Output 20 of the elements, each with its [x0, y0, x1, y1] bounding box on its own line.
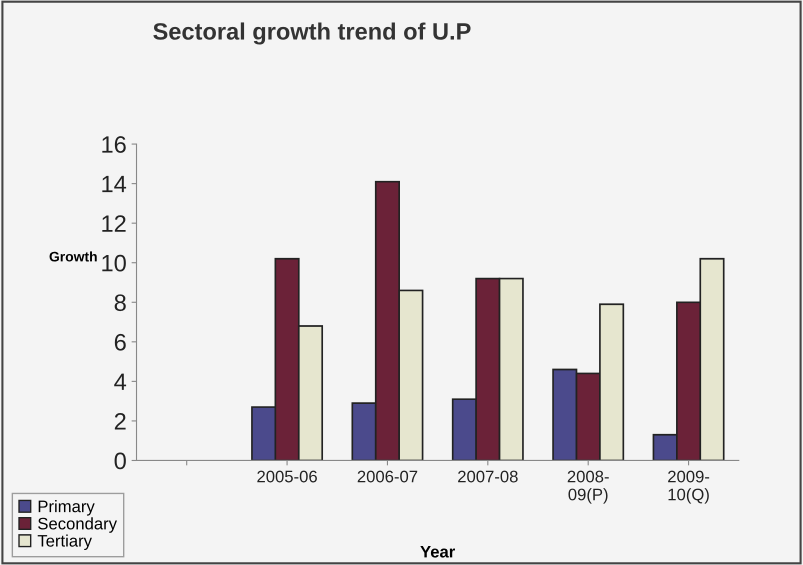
y-tick-label: 0	[114, 452, 126, 470]
legend-label: Primary	[38, 500, 95, 516]
legend-label: Tertiary	[38, 534, 92, 550]
x-tick-label: 2007-08	[458, 470, 518, 482]
y-tick-label: 2	[114, 412, 126, 430]
y-tick-label: 8	[114, 294, 126, 312]
y-tick-label: 16	[102, 136, 126, 153]
y-tick-label: 12	[102, 215, 126, 232]
legend-label: Secondary	[38, 517, 117, 533]
y-tick-label: 4	[114, 374, 126, 390]
x-tick-label: 2008- 09(P)	[568, 470, 609, 504]
x-tick-label: 2009- 10(Q)	[668, 470, 710, 504]
y-tick-label: 14	[102, 176, 126, 192]
y-tick-label: 10	[102, 254, 126, 272]
x-tick-label: 2006-07	[358, 470, 418, 482]
chart-title: Sectoral growth trend of U.P	[153, 22, 471, 45]
x-tick-label: 2005-06	[257, 470, 317, 482]
y-tick-label: 6	[114, 334, 126, 351]
x-axis-title: Year	[420, 546, 455, 558]
y-axis-title: Growth	[50, 251, 97, 262]
